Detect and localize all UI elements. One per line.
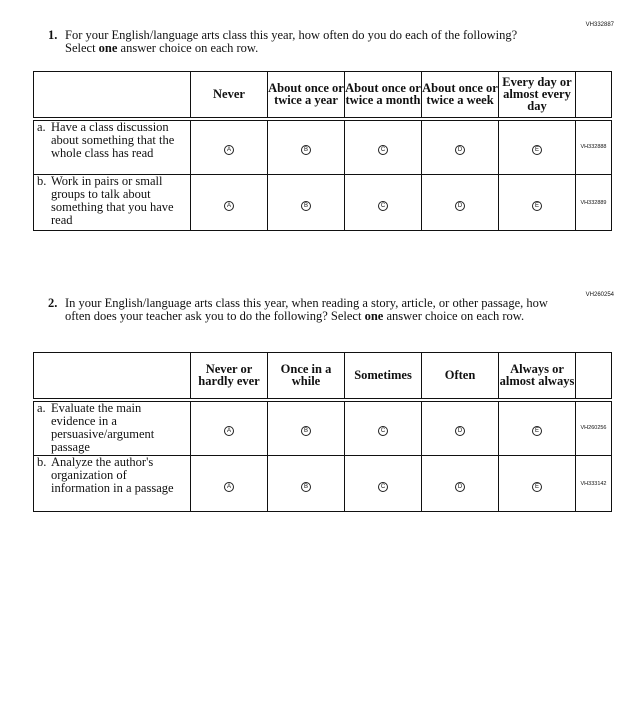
row-letter: a.: [37, 119, 46, 134]
answer-cell: B: [267, 399, 345, 456]
radio-bubble-b[interactable]: B: [301, 145, 311, 156]
radio-bubble-c[interactable]: C: [378, 200, 388, 211]
answer-cell: E: [498, 399, 576, 456]
row-label: a. Have a class discussion about somethin…: [33, 118, 191, 175]
row-letter: b.: [37, 455, 47, 469]
prompt-text: In your English/language arts class this…: [65, 296, 548, 323]
row-text: Work in pairs or small groups to talk ab…: [51, 174, 174, 227]
radio-bubble-d[interactable]: D: [455, 481, 465, 492]
radio-bubble-e[interactable]: E: [532, 145, 542, 156]
header-blank: [33, 352, 191, 400]
answer-cell: D: [421, 399, 499, 456]
answer-cell: E: [498, 455, 576, 512]
prompt-text-end: answer choice on each row.: [383, 309, 525, 323]
header-id-blank: [575, 71, 612, 119]
question-number: 1.: [48, 28, 58, 42]
header-blank: [33, 71, 191, 119]
question-1-id: VH332887: [585, 22, 614, 28]
radio-bubble-e[interactable]: E: [532, 200, 542, 211]
radio-bubble-d[interactable]: D: [455, 200, 465, 211]
answer-cell: B: [267, 118, 345, 175]
column-header: Never: [190, 71, 268, 119]
radio-bubble-c[interactable]: C: [378, 481, 388, 492]
radio-bubble-b[interactable]: B: [301, 426, 311, 437]
table-row: b. Work in pairs or small groups to talk …: [33, 174, 612, 231]
radio-bubble-a[interactable]: A: [224, 481, 234, 492]
header-id-blank: [575, 352, 612, 400]
column-header: Never or hardly ever: [190, 352, 268, 400]
row-id: VH332888: [575, 118, 612, 175]
column-header: About once or twice a month: [344, 71, 422, 119]
radio-bubble-a[interactable]: A: [224, 145, 234, 156]
question-2-id: VH260254: [585, 292, 614, 298]
row-letter: b.: [37, 174, 47, 188]
answer-cell: D: [421, 118, 499, 175]
prompt-text-end: answer choice on each row.: [117, 41, 259, 55]
table-row: b. Analyze the author's organization of i…: [33, 455, 612, 512]
column-header: About once or twice a year: [267, 71, 345, 119]
radio-bubble-d[interactable]: D: [455, 145, 465, 156]
row-id: VH332889: [575, 174, 612, 231]
row-label: a. Evaluate the main evidence in a persua…: [33, 399, 191, 456]
row-id: VH333142: [575, 455, 612, 512]
answer-cell: B: [267, 174, 345, 231]
radio-bubble-c[interactable]: C: [378, 145, 388, 156]
prompt-text: For your English/language arts class thi…: [65, 28, 518, 55]
answer-cell: D: [421, 455, 499, 512]
answer-cell: C: [344, 399, 422, 456]
radio-bubble-e[interactable]: E: [532, 426, 542, 437]
column-header: Often: [421, 352, 499, 400]
answer-cell: E: [498, 174, 576, 231]
radio-bubble-d[interactable]: D: [455, 426, 465, 437]
question-number: 2.: [48, 296, 58, 310]
prompt-bold: one: [98, 41, 118, 55]
prompt-bold: one: [364, 309, 384, 323]
answer-cell: A: [190, 399, 268, 456]
question-2-prompt: 2. In your English/language arts class t…: [48, 297, 548, 323]
radio-bubble-b[interactable]: B: [301, 200, 311, 211]
answer-cell: B: [267, 455, 345, 512]
answer-cell: D: [421, 174, 499, 231]
table-row: a. Have a class discussion about somethin…: [33, 118, 612, 175]
answer-cell: A: [190, 174, 268, 231]
row-text: Have a class discussion about something …: [51, 119, 175, 160]
row-id: VH260256: [575, 399, 612, 456]
table-row: a. Evaluate the main evidence in a persua…: [33, 399, 612, 456]
radio-bubble-a[interactable]: A: [224, 426, 234, 437]
radio-bubble-a[interactable]: A: [224, 200, 234, 211]
answer-cell: C: [344, 174, 422, 231]
row-text: Evaluate the main evidence in a persuasi…: [51, 400, 155, 454]
row-label: b. Analyze the author's organization of i…: [33, 455, 191, 512]
answer-cell: A: [190, 118, 268, 175]
answer-cell: E: [498, 118, 576, 175]
radio-bubble-c[interactable]: C: [378, 426, 388, 437]
answer-cell: C: [344, 118, 422, 175]
question-2-table: Never or hardly ever Once in a while Somet…: [33, 352, 612, 512]
answer-cell: C: [344, 455, 422, 512]
row-letter: a.: [37, 400, 46, 415]
answer-cell: A: [190, 455, 268, 512]
column-header: About once or twice a week: [421, 71, 499, 119]
column-header: Always or almost always: [498, 352, 576, 400]
column-header: Sometimes: [344, 352, 422, 400]
column-header: Once in a while: [267, 352, 345, 400]
question-1-table: Never About once or twice a year About onc…: [33, 71, 612, 231]
radio-bubble-b[interactable]: B: [301, 481, 311, 492]
column-header: Every day or almost every day: [498, 71, 576, 119]
row-text: Analyze the author's organization of inf…: [51, 455, 174, 495]
row-label: b. Work in pairs or small groups to talk …: [33, 174, 191, 231]
radio-bubble-e[interactable]: E: [532, 481, 542, 492]
question-1-prompt: 1. For your English/language arts class …: [48, 29, 548, 55]
